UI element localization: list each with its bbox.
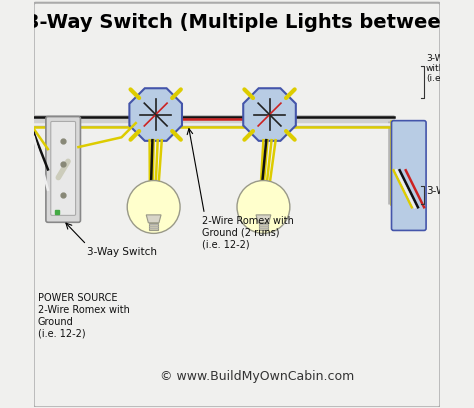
- FancyBboxPatch shape: [392, 121, 426, 231]
- Text: 3-Way: 3-Way: [426, 186, 458, 196]
- Polygon shape: [146, 215, 161, 223]
- Polygon shape: [149, 223, 158, 230]
- Text: © www.BuildMyOwnCabin.com: © www.BuildMyOwnCabin.com: [160, 370, 355, 383]
- Text: POWER SOURCE
2-Wire Romex with
Ground
(i.e. 12-2): POWER SOURCE 2-Wire Romex with Ground (i…: [38, 293, 129, 338]
- Circle shape: [127, 180, 180, 233]
- Text: 3-Way Switch (Multiple Lights between switches): 3-Way Switch (Multiple Lights between sw…: [26, 13, 474, 32]
- FancyBboxPatch shape: [46, 117, 81, 222]
- Polygon shape: [256, 215, 271, 223]
- FancyBboxPatch shape: [51, 122, 75, 215]
- Text: 3-Wi-
with
(i.e.: 3-Wi- with (i.e.: [426, 53, 449, 83]
- Polygon shape: [243, 88, 296, 141]
- Circle shape: [237, 180, 290, 233]
- Polygon shape: [129, 88, 182, 141]
- Text: 2-Wire Romex with
Ground (2 runs)
(i.e. 12-2): 2-Wire Romex with Ground (2 runs) (i.e. …: [202, 216, 294, 249]
- Polygon shape: [259, 223, 268, 230]
- Text: 3-Way Switch: 3-Way Switch: [87, 247, 156, 257]
- FancyBboxPatch shape: [34, 3, 440, 407]
